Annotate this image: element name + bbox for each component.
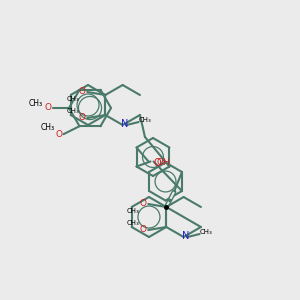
- Text: O: O: [140, 226, 147, 235]
- Text: CH₃: CH₃: [40, 123, 55, 132]
- Text: OH: OH: [157, 158, 170, 167]
- Text: O: O: [154, 158, 161, 167]
- Text: N: N: [182, 231, 189, 241]
- Text: CH₃: CH₃: [199, 229, 212, 235]
- Text: CH₃: CH₃: [67, 108, 80, 114]
- Text: N: N: [121, 119, 128, 129]
- Text: O: O: [44, 103, 52, 112]
- Text: O: O: [79, 88, 86, 97]
- Text: O: O: [79, 113, 86, 122]
- Text: CH₃: CH₃: [127, 208, 140, 214]
- Text: O: O: [140, 200, 147, 208]
- Text: CH₃: CH₃: [29, 98, 43, 107]
- Text: O: O: [55, 130, 62, 139]
- Text: CH₃: CH₃: [138, 117, 151, 123]
- Text: CH₃: CH₃: [67, 96, 80, 102]
- Text: CH₃: CH₃: [127, 220, 140, 226]
